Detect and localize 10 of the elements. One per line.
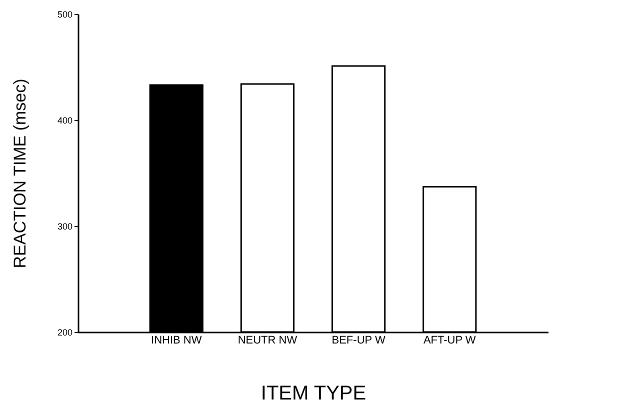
x-tick-label: BEF-UP W [332, 334, 386, 346]
x-tick-label: NEUTR NW [238, 334, 298, 346]
y-tick-label: 300 [57, 222, 72, 232]
x-tick-label: INHIB NW [151, 334, 202, 346]
y-tick-label: 200 [57, 328, 72, 338]
y-tick-label: 400 [57, 116, 72, 126]
y-axis-title: REACTION TIME (msec) [10, 78, 30, 268]
y-tick-label: 500 [57, 10, 72, 20]
x-tick-label: AFT-UP W [423, 334, 476, 346]
x-axis-title: ITEM TYPE [260, 382, 366, 404]
